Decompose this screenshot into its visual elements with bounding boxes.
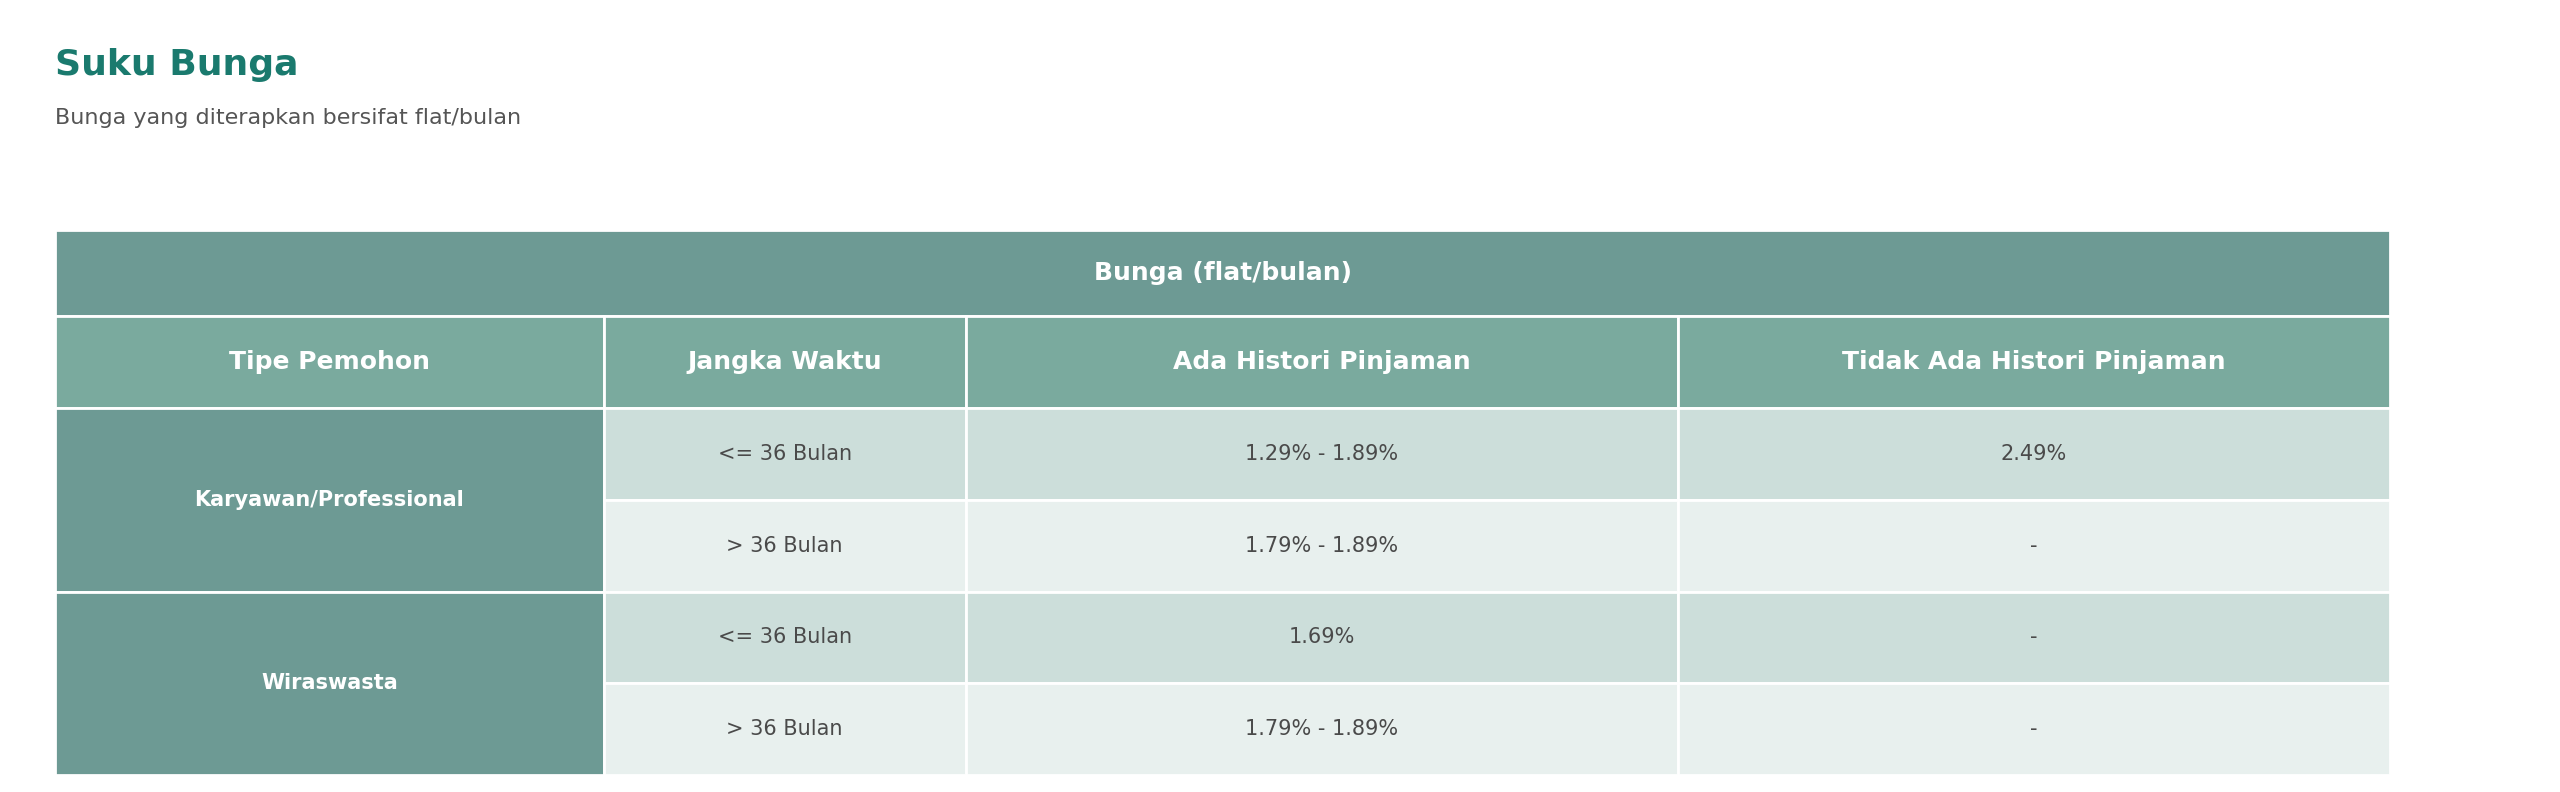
- Bar: [1677, 408, 2391, 500]
- Text: 2.49%: 2.49%: [2002, 444, 2066, 464]
- Text: 1.79% - 1.89%: 1.79% - 1.89%: [1244, 535, 1398, 556]
- Text: -: -: [2030, 535, 2038, 556]
- Text: Bunga yang diterapkan bersifat flat/bulan: Bunga yang diterapkan bersifat flat/bula…: [54, 108, 522, 128]
- Text: Suku Bunga: Suku Bunga: [54, 48, 300, 82]
- Text: 1.79% - 1.89%: 1.79% - 1.89%: [1244, 719, 1398, 739]
- Text: <= 36 Bulan: <= 36 Bulan: [717, 444, 852, 464]
- Bar: [1677, 316, 2391, 408]
- Bar: [604, 592, 965, 683]
- Text: > 36 Bulan: > 36 Bulan: [727, 535, 842, 556]
- Bar: [965, 683, 1677, 775]
- Bar: [54, 230, 2391, 316]
- Text: > 36 Bulan: > 36 Bulan: [727, 719, 842, 739]
- Bar: [965, 592, 1677, 683]
- Text: 1.29% - 1.89%: 1.29% - 1.89%: [1244, 444, 1398, 464]
- Bar: [1677, 500, 2391, 592]
- Text: -: -: [2030, 627, 2038, 647]
- Bar: [965, 408, 1677, 500]
- Bar: [604, 500, 965, 592]
- Text: Karyawan/Professional: Karyawan/Professional: [195, 489, 463, 510]
- Bar: [965, 316, 1677, 408]
- Bar: [965, 500, 1677, 592]
- Text: Wiraswasta: Wiraswasta: [261, 673, 397, 693]
- Text: Tipe Pemohon: Tipe Pemohon: [228, 350, 430, 374]
- Bar: [54, 408, 604, 592]
- Bar: [604, 683, 965, 775]
- Bar: [604, 316, 965, 408]
- Text: Bunga (flat/bulan): Bunga (flat/bulan): [1093, 261, 1352, 285]
- Text: Jangka Waktu: Jangka Waktu: [689, 350, 883, 374]
- Text: Tidak Ada Histori Pinjaman: Tidak Ada Histori Pinjaman: [1843, 350, 2225, 374]
- Bar: [54, 316, 604, 408]
- Bar: [1677, 592, 2391, 683]
- Bar: [54, 592, 604, 775]
- Bar: [1677, 683, 2391, 775]
- Text: -: -: [2030, 719, 2038, 739]
- Bar: [604, 408, 965, 500]
- Text: 1.69%: 1.69%: [1288, 627, 1354, 647]
- Text: Ada Histori Pinjaman: Ada Histori Pinjaman: [1172, 350, 1469, 374]
- Text: <= 36 Bulan: <= 36 Bulan: [717, 627, 852, 647]
